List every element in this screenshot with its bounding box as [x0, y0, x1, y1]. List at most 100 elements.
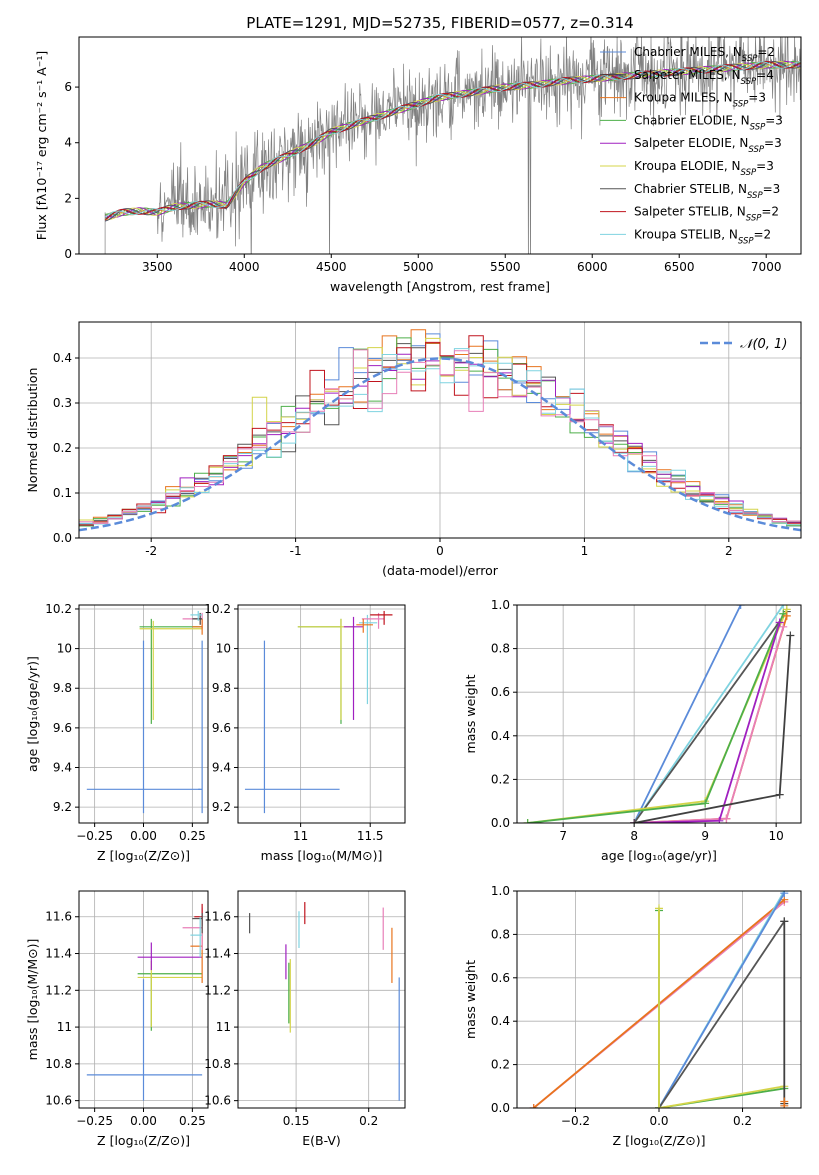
- x-tick-label: 0.0: [649, 1114, 668, 1128]
- weight-series-line: [633, 610, 788, 823]
- y-tick-label: 9.6: [212, 721, 231, 735]
- plot-area-spectrum: [104, 37, 801, 254]
- y-tick-label: 0.4: [491, 1014, 510, 1028]
- weight-point-marker: [775, 790, 784, 799]
- gaussian-curve: [79, 357, 801, 532]
- x-tick-label: 0.2: [733, 1114, 752, 1128]
- x-tick-label: 6500: [664, 260, 695, 274]
- x-axis-label: Z [log₁₀(Z/Z⊙)]: [97, 1133, 190, 1148]
- x-tick-label: -1: [290, 544, 302, 558]
- weight-series-line: [633, 605, 785, 823]
- plot-area-mass_vs_EBV: [249, 902, 400, 1101]
- y-tick-label: 10.6: [45, 1094, 72, 1108]
- x-tick-label: 10: [769, 829, 784, 843]
- x-tick-label: 0: [436, 544, 444, 558]
- y-tick-label: 0.0: [491, 816, 510, 830]
- panel-age_vs_mass: 11 11.5 9.2 9.4 9.6 9.8 10 10.2 mass [log₁₀(M/M⊙…: [204, 602, 406, 863]
- weight-point-marker: [780, 917, 789, 926]
- spectrum-model-line: [105, 61, 801, 218]
- y-tick-label: 10.2: [45, 602, 72, 616]
- legend-entry: 𝒩(0, 1): [740, 337, 787, 352]
- y-tick-label: 10.6: [204, 1094, 231, 1108]
- weight-point-marker: [775, 618, 784, 627]
- y-tick-label: 0.3: [53, 396, 72, 410]
- x-axis-label: Z [log₁₀(Z/Z⊙)]: [97, 848, 190, 863]
- x-tick-label: -2: [145, 544, 157, 558]
- weight-point-marker: [523, 819, 532, 823]
- y-tick-label: 1.0: [491, 884, 510, 898]
- plot-area-mass_weight_vs_age: [523, 605, 795, 823]
- plot-area-mass_vs_Z: [86, 903, 203, 1101]
- x-tick-label: 0.2: [359, 1114, 378, 1128]
- y-tick-label: 0.8: [491, 642, 510, 656]
- weight-point-marker: [736, 605, 745, 609]
- y-axis-label: mass [log₁₀(M/M⊙)]: [25, 939, 40, 1061]
- y-tick-label: 11.4: [45, 947, 72, 961]
- weight-point-marker: [529, 1104, 538, 1108]
- axes-frame: [237, 890, 406, 1109]
- y-axis-label: Normed distribution: [25, 368, 40, 493]
- y-tick-label: 11.2: [45, 983, 72, 997]
- weight-point-marker: [655, 1104, 663, 1108]
- x-tick-label: −0.2: [561, 1114, 590, 1128]
- x-tick-label: 2: [725, 544, 733, 558]
- y-tick-label: 9.2: [53, 800, 72, 814]
- y-tick-label: 9.6: [53, 721, 72, 735]
- y-tick-label: 0.2: [491, 772, 510, 786]
- figure-title: PLATE=1291, MJD=52735, FIBERID=0577, z=0…: [246, 14, 633, 32]
- weight-series-line: [658, 908, 785, 1108]
- x-tick-label: 5000: [403, 260, 434, 274]
- y-tick-label: 9.8: [53, 681, 72, 695]
- x-tick-label: 11.5: [357, 829, 384, 843]
- y-tick-label: 11.2: [204, 983, 231, 997]
- y-axis-label: mass weight: [463, 960, 478, 1039]
- y-tick-label: 9.2: [212, 800, 231, 814]
- y-tick-label: 10: [216, 642, 231, 656]
- panel-spectrum: 3500 4000 4500 5000 5500 6000 6500 7000 0 2 4 6 wave…: [34, 36, 802, 294]
- x-tick-label: 4000: [229, 260, 260, 274]
- y-tick-label: 10: [57, 642, 72, 656]
- y-tick-label: 2: [64, 191, 72, 205]
- histogram-series: [79, 349, 801, 524]
- weight-point-marker: [779, 605, 788, 609]
- panel-mass_vs_Z: −0.25 0.00 0.25 10.6 10.8 11 11.2 11.4 11.6 Z [lo…: [25, 890, 209, 1148]
- spectrum-model-line: [104, 61, 801, 218]
- y-tick-label: 10.8: [204, 1057, 231, 1071]
- weight-point-marker: [715, 816, 724, 823]
- x-axis-label: mass [log₁₀(M/M⊙)]: [261, 848, 383, 863]
- x-tick-label: −0.25: [76, 1114, 113, 1128]
- panel-mass_weight_vs_Z: −0.2 0.0 0.2 0.0 0.2 0.4 0.6 0.8 1.0 Z [log₁₀(Z/Z…: [463, 884, 802, 1148]
- y-tick-label: 0.6: [491, 685, 510, 699]
- y-tick-label: 6: [64, 80, 72, 94]
- weight-series-line: [658, 920, 786, 1108]
- x-tick-label: 11: [293, 829, 308, 843]
- x-tick-label: 7: [559, 829, 567, 843]
- y-tick-label: 9.8: [212, 681, 231, 695]
- axes-frame: [516, 604, 802, 824]
- histogram-series: [79, 348, 801, 526]
- weight-point-marker: [722, 814, 731, 823]
- y-tick-label: 11.6: [204, 910, 231, 924]
- x-tick-label: 0.25: [179, 829, 206, 843]
- x-axis-label: (data-model)/error: [382, 563, 499, 578]
- y-tick-label: 0.4: [53, 351, 72, 365]
- x-tick-label: −0.25: [76, 829, 113, 843]
- y-tick-label: 0.8: [491, 927, 510, 941]
- weight-point-marker: [780, 1097, 789, 1106]
- weight-point-marker: [786, 631, 795, 640]
- y-tick-label: 0.2: [53, 441, 72, 455]
- x-tick-label: 1: [581, 544, 589, 558]
- y-tick-label: 4: [64, 136, 72, 150]
- y-tick-label: 0: [64, 247, 72, 261]
- y-tick-label: 1.0: [491, 598, 510, 612]
- panel-age_vs_Z: −0.25 0.00 0.25 9.2 9.4 9.6 9.8 10 10.2 Z [log₁₀(…: [25, 602, 209, 863]
- x-axis-label: age [log₁₀(age/yr)]: [601, 848, 717, 863]
- x-tick-label: 5500: [490, 260, 521, 274]
- y-axis-label: mass weight: [463, 674, 478, 753]
- x-tick-label: 9: [701, 829, 709, 843]
- panel-mass_vs_EBV: 0.15 0.2 10.6 10.8 11 11.2 11.4 11.6 E(B-V): [204, 890, 406, 1148]
- y-tick-label: 10.2: [204, 602, 231, 616]
- panel-mass_weight_vs_age: 7 8 9 10 0.0 0.2 0.4 0.6 0.8 1.0 age [log₁₀(age/yr…: [463, 598, 802, 863]
- plot-area-age_vs_Z: [86, 610, 203, 814]
